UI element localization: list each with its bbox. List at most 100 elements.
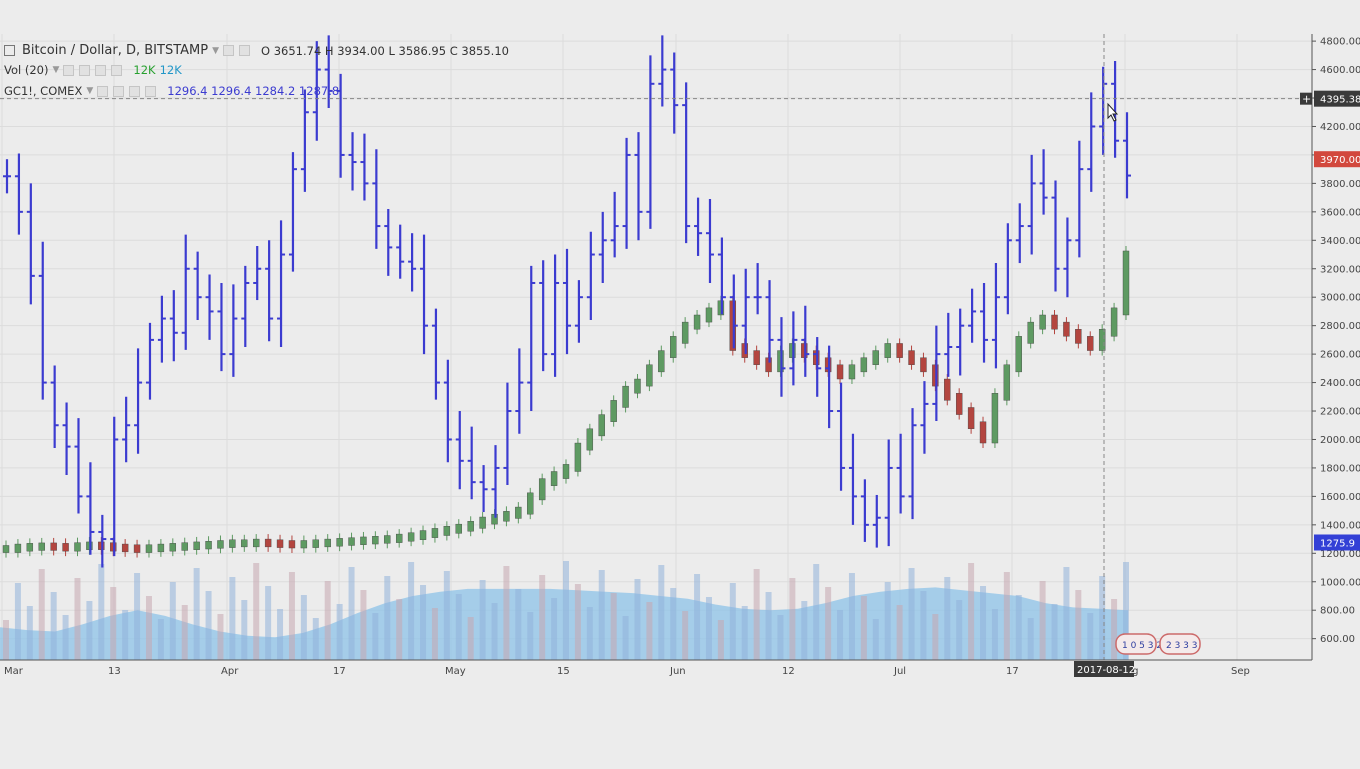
gold-candle — [848, 364, 856, 380]
gold-candle — [693, 314, 701, 330]
volume-bar — [705, 597, 712, 660]
volume-bar — [1051, 604, 1058, 660]
settings-icon[interactable] — [113, 85, 125, 97]
overlay-title[interactable]: GC1!, COMEX — [4, 84, 83, 98]
volume-bar — [253, 563, 260, 660]
time-tick-label: May — [445, 666, 466, 677]
gold-candle — [407, 532, 415, 542]
time-tick-label: 15 — [557, 666, 570, 677]
gold-candle — [884, 343, 891, 358]
gold-candle — [991, 393, 999, 444]
gold-candle — [360, 536, 367, 545]
volume-bar — [38, 569, 45, 660]
gold-candle — [372, 536, 379, 545]
gold-candle — [133, 544, 141, 553]
volume-bar — [157, 619, 164, 660]
gold-candle — [860, 357, 868, 373]
volume-bar — [563, 561, 569, 660]
gold-candle — [241, 539, 248, 548]
volume-bar — [98, 564, 105, 660]
gold-candle — [384, 535, 391, 544]
gold-candle — [705, 307, 713, 323]
gold-candle — [443, 526, 451, 536]
volume-bar — [694, 574, 701, 660]
volume-bar — [86, 601, 93, 660]
gold-candle — [157, 543, 165, 553]
gold-candle — [920, 357, 927, 373]
cursor-icon — [1107, 102, 1119, 122]
volume-title[interactable]: Vol (20) — [4, 63, 49, 77]
gold-candle — [681, 321, 689, 344]
gold-candle — [896, 343, 903, 358]
volume-bar — [825, 587, 832, 660]
volume-bar — [217, 614, 224, 660]
volume-bar — [265, 586, 272, 660]
time-tick-label: Mar — [4, 666, 24, 677]
time-tick-label: Apr — [221, 666, 239, 677]
volume-bar — [3, 620, 9, 660]
volume-bar — [1087, 613, 1094, 660]
gold-candle — [562, 464, 570, 479]
chevron-down-icon[interactable]: ▼ — [212, 45, 220, 56]
price-tick-label: 4800.00 — [1320, 37, 1360, 48]
gold-candle — [229, 539, 236, 548]
chevron-down-icon[interactable]: ▼ — [52, 65, 60, 75]
gold-candle — [574, 442, 582, 472]
event-markers[interactable]: 1 0 5 3 2 2 3 3 3 — [1115, 633, 1201, 655]
price-axis[interactable]: 600.00 800.00 1000.00 1200.00 1400.00 1600.00… — [1300, 34, 1360, 660]
volume-bar — [360, 590, 367, 660]
gold-candle — [395, 533, 403, 543]
volume-bar — [74, 578, 81, 660]
gold-candle — [503, 511, 510, 522]
volume-bar — [610, 593, 617, 660]
volume-bar — [1099, 576, 1106, 660]
price-tick-label: 3400.00 — [1320, 236, 1360, 247]
gold-candle — [14, 543, 22, 553]
volume-bar — [801, 601, 808, 660]
volume-bar — [134, 573, 141, 660]
price-tick-label: 2600.00 — [1320, 350, 1360, 361]
time-axis[interactable]: Mar13Apr17May15Jun12Jul17AugSep2017-08-1… — [0, 659, 1312, 677]
gold-candle — [658, 350, 665, 373]
volume-bar — [884, 582, 891, 660]
volume-bar — [920, 591, 927, 660]
volume-bar — [443, 571, 450, 660]
chevron-down-icon[interactable]: ▼ — [86, 86, 94, 96]
main-series-legend[interactable]: Bitcoin / Dollar, D, BITSTAMP ▼ O 3651.7… — [4, 43, 509, 58]
volume-bar — [729, 583, 736, 660]
volume-legend[interactable]: Vol (20) ▼ 12K 12K — [4, 63, 182, 77]
add-icon[interactable] — [95, 64, 107, 76]
eye-icon[interactable] — [223, 45, 235, 56]
gold-candle — [264, 538, 272, 548]
gold-candle — [634, 378, 641, 394]
event-marker — [1159, 633, 1201, 655]
crosshair-time-label: 2017-08-12 — [1077, 665, 1135, 676]
close-icon[interactable] — [145, 85, 157, 97]
gold-candle — [455, 523, 462, 534]
volume-bar — [420, 585, 427, 660]
volume-bar — [205, 591, 212, 660]
gold-candle — [646, 364, 653, 387]
gold-candle — [1039, 314, 1046, 330]
add-icon[interactable] — [129, 85, 141, 97]
gold-candle — [336, 538, 343, 547]
overlay-legend[interactable]: GC1!, COMEX ▼ 1296.4 1296.4 1284.2 1287.… — [4, 84, 339, 98]
event-marker-label: 1 0 5 3 2 — [1122, 641, 1162, 651]
gold-candle — [1098, 329, 1106, 351]
main-series-title[interactable]: Bitcoin / Dollar, D, BITSTAMP — [22, 43, 209, 58]
eye-icon[interactable] — [63, 64, 75, 76]
volume-bar — [288, 572, 295, 660]
volume-bar — [682, 611, 689, 660]
eye-icon[interactable] — [97, 85, 109, 97]
settings-icon[interactable] — [79, 64, 91, 76]
grid — [0, 34, 1312, 660]
pane-collapse-icon[interactable] — [4, 45, 15, 56]
volume-bar — [598, 570, 605, 660]
close-icon[interactable] — [111, 64, 123, 76]
volume-bar — [932, 614, 939, 660]
volume-bar — [980, 586, 987, 660]
settings-icon[interactable] — [239, 45, 251, 56]
overlay-values: 1296.4 1296.4 1284.2 1287.8 — [167, 84, 340, 98]
